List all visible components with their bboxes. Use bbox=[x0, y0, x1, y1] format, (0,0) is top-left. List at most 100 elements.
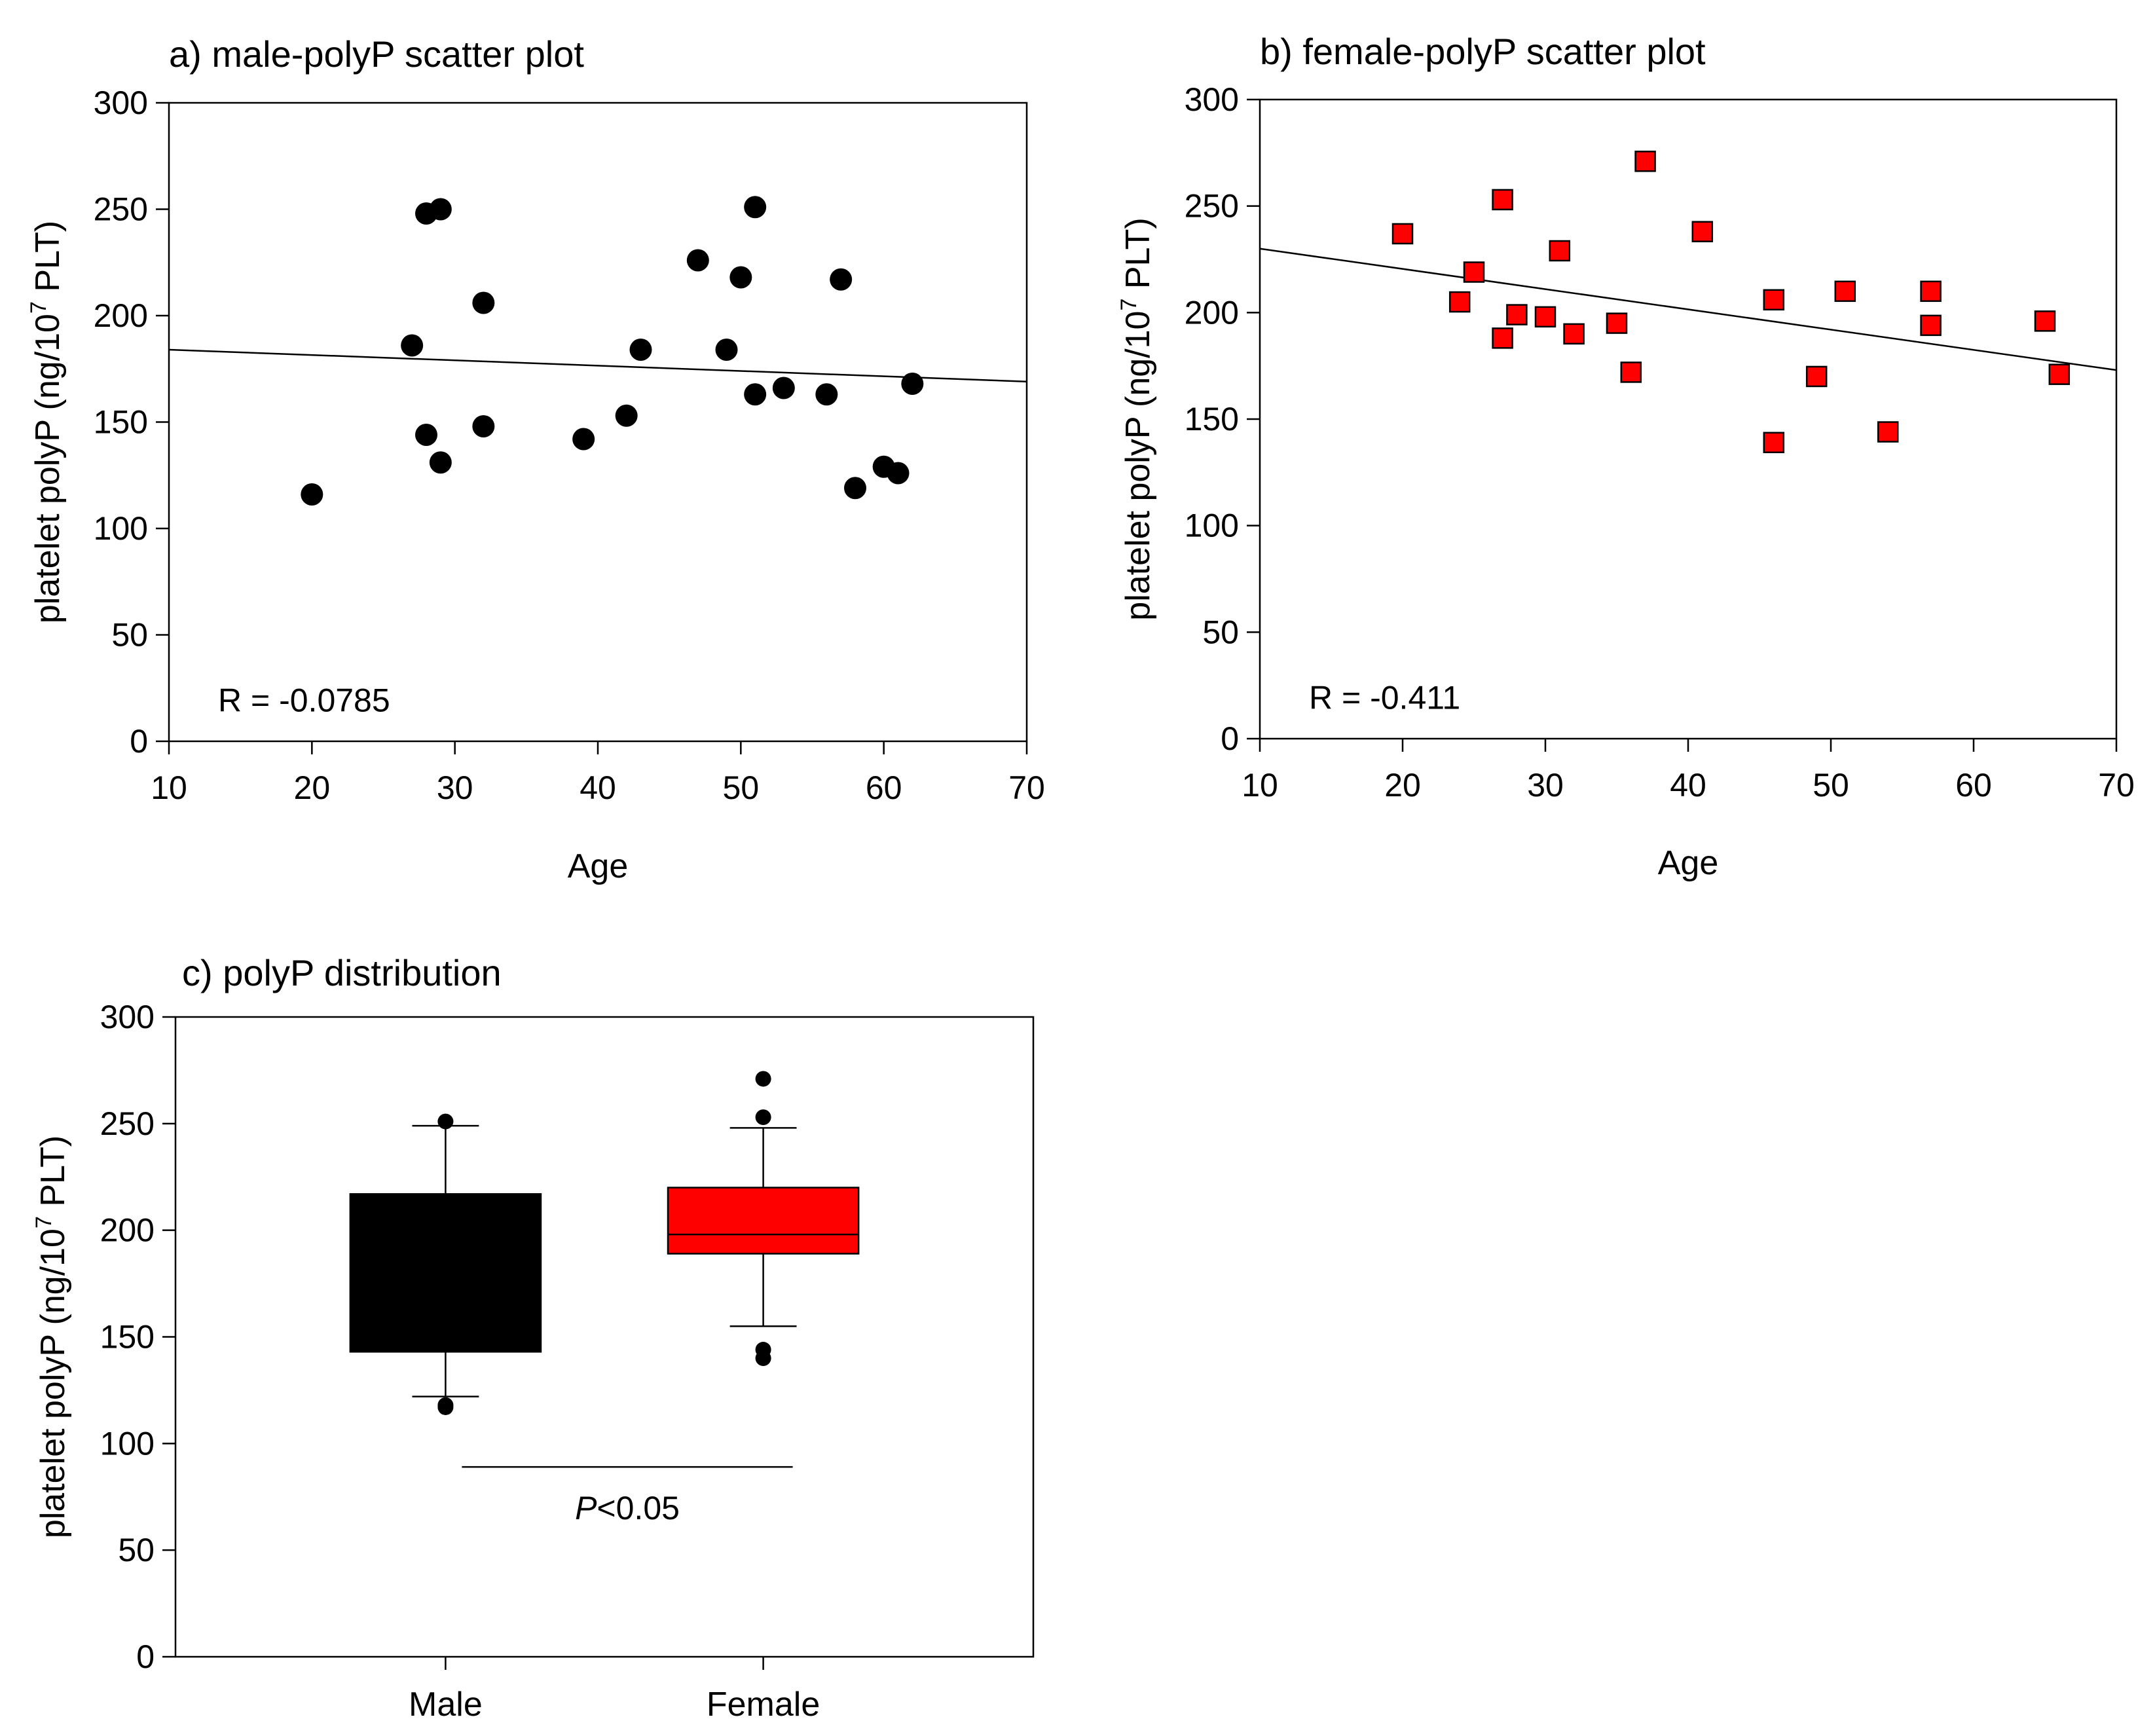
data-point bbox=[1506, 304, 1528, 325]
chart-title: c) polyP distribution bbox=[182, 952, 502, 993]
y-tick-label: 250 bbox=[94, 191, 148, 228]
y-tick-label: 50 bbox=[1202, 614, 1239, 650]
x-category-label: Male bbox=[409, 1686, 483, 1724]
data-point bbox=[715, 339, 738, 361]
box-female bbox=[667, 1187, 860, 1255]
y-axis-title-text: platelet polyP (ng/10 bbox=[29, 314, 67, 623]
data-point bbox=[301, 483, 323, 506]
data-point bbox=[1492, 327, 1513, 349]
data-point bbox=[830, 268, 853, 291]
x-tick-label: 30 bbox=[1527, 767, 1564, 803]
chart-title: a) male-polyP scatter plot bbox=[169, 33, 584, 75]
outlier-point bbox=[437, 1113, 454, 1130]
y-tick-label: 300 bbox=[94, 84, 148, 121]
x-tick-label: 30 bbox=[437, 769, 473, 806]
data-point bbox=[1877, 421, 1899, 443]
y-axis-title-text: platelet polyP (ng/10 bbox=[34, 1228, 72, 1538]
data-point bbox=[901, 373, 924, 395]
data-point bbox=[744, 196, 767, 219]
significance-label-italic: P bbox=[575, 1490, 597, 1526]
data-point bbox=[1391, 223, 1414, 245]
data-point bbox=[1763, 289, 1785, 311]
regression-line bbox=[1259, 248, 2117, 371]
outlier-point bbox=[437, 1399, 454, 1415]
y-tick-label: 0 bbox=[1221, 720, 1239, 757]
x-tick-label: 10 bbox=[1242, 767, 1278, 803]
y-tick-label: 250 bbox=[1185, 188, 1239, 225]
data-point bbox=[429, 451, 452, 474]
x-tick-label: 40 bbox=[1670, 767, 1706, 803]
y-axis-title-text: platelet polyP (ng/10 bbox=[1119, 311, 1157, 621]
y-tick-label: 150 bbox=[100, 1319, 155, 1356]
x-category-label: Female bbox=[707, 1686, 820, 1724]
data-point bbox=[1834, 280, 1856, 303]
x-tick-label: 10 bbox=[151, 769, 187, 806]
data-point bbox=[1492, 189, 1513, 211]
y-tick-label: 200 bbox=[100, 1212, 155, 1249]
data-point bbox=[572, 428, 595, 451]
outlier-point bbox=[755, 1109, 771, 1126]
y-tick-label: 200 bbox=[94, 297, 148, 334]
data-point bbox=[1549, 240, 1571, 262]
y-axis-title-unit: PLT) bbox=[29, 221, 67, 301]
data-point bbox=[772, 377, 795, 399]
data-point bbox=[729, 266, 752, 289]
panel-polyp-distribution: c) polyP distribution 0 50 100 150 200 250 300 p… bbox=[31, 952, 1035, 1724]
plot-frame bbox=[1259, 98, 2118, 740]
data-point bbox=[1463, 261, 1485, 283]
x-tick-label: 70 bbox=[2098, 767, 2135, 803]
x-tick-label: 40 bbox=[580, 769, 616, 806]
y-axis-title-superscript: 7 bbox=[1116, 299, 1141, 311]
outlier-point bbox=[755, 1071, 771, 1087]
data-point bbox=[844, 477, 866, 500]
y-tick-label: 150 bbox=[94, 404, 148, 441]
significance-label-text: <0.05 bbox=[597, 1490, 680, 1526]
data-point bbox=[1448, 291, 1471, 313]
y-tick-label: 250 bbox=[100, 1105, 155, 1142]
y-axis-title-superscript: 7 bbox=[26, 301, 51, 314]
x-tick-label: 50 bbox=[1813, 767, 1849, 803]
data-point bbox=[1563, 323, 1585, 345]
chart-title: b) female-polyP scatter plot bbox=[1260, 31, 1706, 72]
data-point bbox=[415, 424, 437, 446]
data-point bbox=[1805, 365, 1828, 388]
data-point bbox=[401, 334, 424, 357]
y-tick-label: 0 bbox=[136, 1638, 155, 1675]
data-point bbox=[629, 339, 652, 361]
y-tick-label: 100 bbox=[94, 510, 148, 547]
x-tick-label: 20 bbox=[1384, 767, 1421, 803]
data-point bbox=[686, 249, 709, 272]
x-tick-label: 60 bbox=[1955, 767, 1992, 803]
x-axis-title: Age bbox=[1658, 844, 1719, 882]
data-point bbox=[472, 415, 495, 437]
y-tick-label: 50 bbox=[118, 1532, 155, 1568]
data-point bbox=[887, 462, 910, 485]
data-point bbox=[1620, 361, 1642, 383]
data-point bbox=[615, 404, 638, 427]
plot-frame bbox=[168, 102, 1028, 743]
x-tick-label: 50 bbox=[723, 769, 760, 806]
y-axis-title: platelet polyP (ng/107 PLT) bbox=[1116, 217, 1157, 620]
data-point bbox=[2034, 310, 2056, 332]
data-point bbox=[1606, 312, 1628, 334]
y-tick-label: 300 bbox=[1185, 81, 1239, 118]
y-tick-label: 150 bbox=[1185, 401, 1239, 437]
box-male bbox=[349, 1193, 542, 1353]
outlier-point bbox=[755, 1350, 771, 1367]
y-tick-label: 300 bbox=[100, 999, 155, 1035]
x-axis-title: Age bbox=[568, 847, 629, 885]
significance-label: P<0.05 bbox=[575, 1490, 680, 1526]
y-tick-label: 50 bbox=[111, 617, 148, 654]
y-axis-title-unit: PLT) bbox=[34, 1136, 72, 1216]
panel-female-scatter: b) female-polyP scatter plot 10 20 30 40 50 60… bbox=[1116, 31, 2135, 882]
data-point bbox=[472, 291, 495, 314]
y-tick-label: 100 bbox=[1185, 508, 1239, 544]
correlation-label: R = -0.411 bbox=[1309, 679, 1460, 716]
plot-frame bbox=[174, 1016, 1035, 1658]
data-point bbox=[1634, 151, 1656, 172]
correlation-label: R = -0.0785 bbox=[218, 682, 390, 719]
y-tick-label: 100 bbox=[100, 1425, 155, 1462]
x-tick-label: 60 bbox=[866, 769, 902, 806]
data-point bbox=[1920, 280, 1942, 303]
